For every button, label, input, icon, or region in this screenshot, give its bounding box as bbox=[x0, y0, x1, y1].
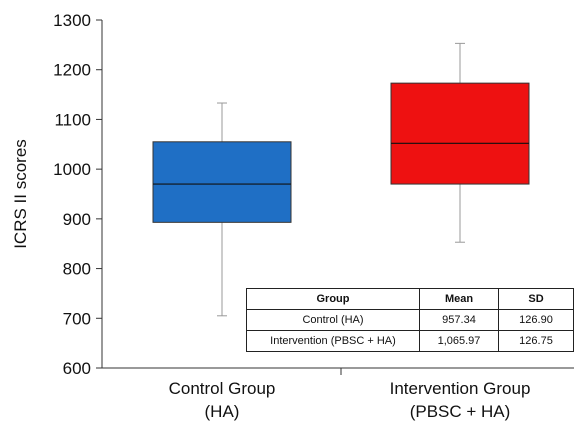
iqr-box bbox=[390, 82, 530, 185]
cell-sd: 126.75 bbox=[498, 330, 574, 352]
y-tick-label: 1100 bbox=[54, 110, 91, 129]
cell-group: Control (HA) bbox=[246, 309, 420, 331]
table-row: Intervention (PBSC + HA) 1,065.97 126.75 bbox=[246, 330, 574, 352]
header-mean: Mean bbox=[419, 288, 499, 310]
table-row: Control (HA) 957.34 126.90 bbox=[246, 309, 574, 331]
table-header-row: Group Mean SD bbox=[246, 288, 574, 310]
header-group: Group bbox=[246, 288, 420, 310]
box-control bbox=[152, 102, 292, 317]
x-category-control: Control Group (HA) bbox=[169, 379, 276, 421]
cell-mean: 1,065.97 bbox=[419, 330, 499, 352]
y-tick-label: 1200 bbox=[53, 61, 91, 80]
cell-sd: 126.90 bbox=[498, 309, 574, 331]
cell-group: Intervention (PBSC + HA) bbox=[246, 330, 420, 352]
y-axis-label: ICRS II scores bbox=[11, 139, 30, 249]
box-intervention bbox=[390, 42, 530, 243]
y-tick-label: 900 bbox=[63, 210, 91, 229]
x-category-label-line1: Control Group bbox=[169, 379, 276, 398]
x-category-label-line2: (HA) bbox=[205, 402, 240, 421]
x-category-label-line1: Intervention Group bbox=[390, 379, 531, 398]
cell-mean: 957.34 bbox=[419, 309, 499, 331]
y-tick-label: 600 bbox=[63, 359, 91, 378]
summary-stats-table: Group Mean SD Control (HA) 957.34 126.90… bbox=[246, 288, 574, 352]
iqr-box bbox=[152, 141, 292, 223]
x-category-intervention: Intervention Group (PBSC + HA) bbox=[390, 379, 531, 421]
y-tick-label: 700 bbox=[63, 309, 91, 328]
header-sd: SD bbox=[498, 288, 574, 310]
y-tick-label: 1000 bbox=[53, 160, 91, 179]
y-tick-label: 1300 bbox=[53, 11, 91, 30]
y-tick-label: 800 bbox=[63, 260, 91, 279]
x-category-label-line2: (PBSC + HA) bbox=[410, 402, 511, 421]
